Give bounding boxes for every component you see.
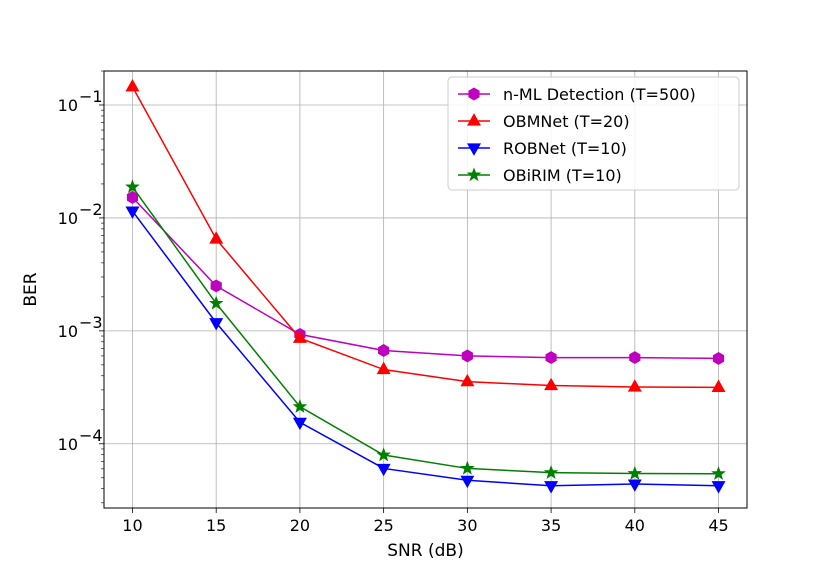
data-point — [125, 78, 140, 92]
y-tick-label: 10 — [58, 209, 78, 228]
x-tick-label: 20 — [290, 516, 310, 535]
data-point — [627, 379, 642, 392]
legend-label: OBiRIM (T=10) — [503, 166, 622, 185]
y-tick-label: 10 — [58, 322, 78, 341]
x-tick-label: 45 — [708, 516, 728, 535]
data-point — [125, 179, 140, 194]
y-tick-exponent: −4 — [79, 426, 103, 445]
data-point — [711, 481, 726, 494]
data-point — [376, 447, 391, 462]
series-2 — [125, 78, 726, 392]
y-tick-exponent: −2 — [79, 200, 103, 219]
data-point — [210, 279, 222, 293]
legend-box — [447, 76, 740, 191]
legend-item: n-ML Detection (T=500) — [458, 85, 696, 104]
series-3 — [125, 206, 726, 494]
series-line — [131, 86, 719, 389]
x-tick-label: 10 — [122, 516, 142, 535]
y-tick-exponent: −1 — [79, 87, 103, 106]
legend-marker — [467, 113, 481, 126]
legend-label: ROBNet (T=10) — [503, 139, 627, 158]
y-tick-exponent: −3 — [79, 313, 103, 332]
data-point — [545, 351, 557, 365]
legend-label: n-ML Detection (T=500) — [503, 85, 696, 104]
series-line — [131, 196, 719, 360]
data-point — [460, 475, 475, 489]
series-line — [131, 210, 719, 487]
data-point — [544, 377, 559, 391]
series-1 — [126, 190, 725, 365]
data-point — [208, 295, 224, 310]
legend-marker — [466, 167, 482, 182]
data-point — [460, 460, 475, 475]
series-4 — [125, 179, 726, 480]
x-tick-label: 40 — [625, 516, 645, 535]
x-tick-label: 30 — [457, 516, 477, 535]
legend-item: ROBNet (T=10) — [458, 139, 627, 158]
data-point — [461, 349, 473, 363]
legend-marker — [468, 87, 480, 101]
x-tick-label: 25 — [373, 516, 393, 535]
data-point — [629, 351, 641, 365]
data-point — [292, 417, 307, 431]
data-point — [376, 361, 391, 375]
data-point — [125, 206, 140, 219]
legend-item: OBiRIM (T=10) — [458, 166, 622, 185]
y-tick-label: 10 — [58, 435, 78, 454]
data-point — [544, 481, 559, 494]
data-point — [376, 463, 391, 477]
data-point — [378, 344, 390, 357]
legend-marker — [467, 143, 481, 156]
series-line — [131, 186, 719, 475]
legend-item: OBMNet (T=20) — [458, 112, 630, 131]
plot-frame — [103, 70, 748, 509]
data-point — [292, 330, 307, 343]
data-point — [711, 379, 726, 392]
data-point — [209, 318, 224, 331]
legend: n-ML Detection (T=500) OBMNet (T=20) ROBNe… — [447, 76, 740, 191]
data-point — [543, 465, 559, 479]
data-point — [627, 479, 642, 492]
y-axis-title: BER — [21, 272, 41, 306]
data-point — [460, 373, 475, 387]
legend-label: OBMNet (T=20) — [503, 112, 630, 131]
data-point — [627, 465, 643, 480]
data-point — [711, 466, 726, 480]
x-axis-title: SNR (dB) — [387, 541, 463, 561]
data-point — [712, 351, 725, 365]
data-point — [292, 399, 308, 413]
series-layer — [125, 78, 726, 494]
data-point — [209, 231, 224, 244]
y-tick-label: 10 — [58, 96, 78, 115]
x-tick-label: 15 — [206, 516, 226, 535]
x-tick-label: 35 — [541, 516, 561, 535]
